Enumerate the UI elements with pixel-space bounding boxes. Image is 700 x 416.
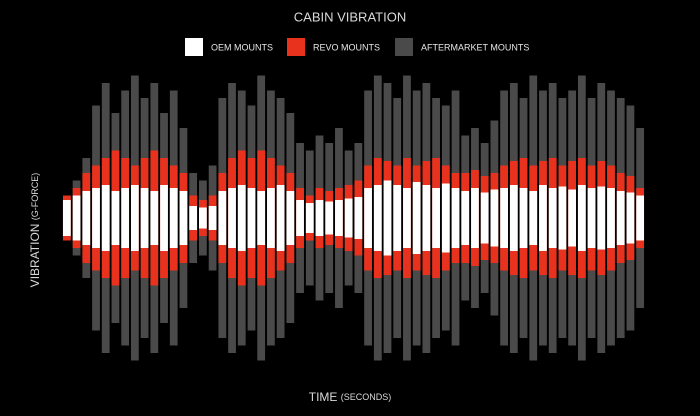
- amplitude-bar: [344, 198, 353, 238]
- amplitude-bar: [354, 197, 363, 239]
- amplitude-bar: [228, 188, 236, 248]
- plot-area: [62, 75, 645, 361]
- amplitude-bar: [558, 186, 567, 250]
- amplitude-bar: [461, 191, 470, 245]
- amplitude-bar: [500, 188, 508, 248]
- amplitude-bar: [626, 192, 635, 244]
- y-unit: (G-FORCE): [30, 173, 40, 221]
- amplitude-bar: [72, 195, 81, 241]
- amplitude-bar: [519, 188, 528, 248]
- amplitude-bar: [548, 188, 557, 248]
- x-axis-label: TIME (SECONDS): [309, 390, 392, 404]
- amplitude-bar: [169, 188, 178, 248]
- amplitude-bar: [383, 180, 392, 256]
- x-label: TIME: [309, 390, 338, 404]
- amplitude-bar: [140, 188, 149, 248]
- amplitude-bar: [286, 191, 295, 245]
- amplitude-bar: [636, 195, 645, 241]
- amplitude-bar: [616, 191, 625, 245]
- amplitude-bar: [218, 191, 227, 245]
- legend-label: REVO MOUNTS: [313, 42, 380, 52]
- legend-swatch: [185, 38, 203, 56]
- amplitude-bar: [597, 186, 606, 250]
- amplitude-bar: [208, 206, 217, 230]
- amplitude-bar: [373, 185, 382, 251]
- amplitude-bar: [364, 188, 372, 248]
- y-axis-label: VIBRATION (G-FORCE): [28, 173, 42, 288]
- amplitude-bar: [130, 185, 139, 251]
- amplitude-bar: [82, 191, 91, 245]
- legend-label: OEM MOUNTS: [211, 42, 273, 52]
- amplitude-bar: [393, 185, 402, 251]
- amplitude-bar: [305, 203, 314, 233]
- amplitude-bar: [432, 188, 440, 248]
- amplitude-bar: [121, 188, 130, 248]
- x-unit: (SECONDS): [341, 392, 392, 402]
- amplitude-bar: [607, 188, 615, 248]
- amplitude-bar: [568, 189, 577, 247]
- amplitude-bar: [471, 188, 479, 248]
- amplitude-bar: [101, 185, 110, 251]
- amplitude-bar: [509, 185, 518, 251]
- amplitude-bar: [490, 189, 499, 247]
- amplitude-bar: [150, 191, 159, 245]
- amplitude-bar: [403, 188, 411, 248]
- amplitude-bar: [422, 185, 431, 251]
- amplitude-bar: [412, 182, 421, 254]
- amplitude-bar: [451, 188, 460, 248]
- amplitude-bar: [315, 200, 324, 236]
- amplitude-bar: [267, 188, 275, 248]
- amplitude-bar: [62, 200, 71, 236]
- amplitude-bar: [577, 185, 586, 251]
- amplitude-bar: [529, 191, 538, 245]
- chart-title: CABIN VIBRATION: [294, 9, 406, 24]
- amplitude-bar: [189, 206, 198, 230]
- amplitude-bar: [179, 191, 188, 245]
- amplitude-bar: [111, 191, 120, 245]
- amplitude-bar: [296, 200, 304, 236]
- amplitude-bar: [441, 183, 450, 253]
- amplitude-bar: [257, 191, 266, 245]
- y-label: VIBRATION: [28, 224, 42, 288]
- legend-swatch: [287, 38, 305, 56]
- amplitude-bar: [587, 188, 596, 248]
- legend-swatch: [395, 38, 413, 56]
- amplitude-bar: [237, 185, 246, 251]
- amplitude-bar: [92, 188, 100, 248]
- amplitude-bar: [160, 185, 168, 251]
- amplitude-bar: [480, 192, 489, 244]
- amplitude-bar: [539, 185, 547, 251]
- amplitude-bar: [247, 188, 256, 248]
- legend: OEM MOUNTS REVO MOUNTS AFTERMARKET MOUNTS: [185, 38, 529, 56]
- amplitude-bar: [335, 200, 343, 236]
- amplitude-bar: [276, 185, 285, 251]
- legend-label: AFTERMARKET MOUNTS: [421, 42, 529, 52]
- amplitude-bar: [325, 201, 334, 235]
- amplitude-bar: [199, 207, 207, 229]
